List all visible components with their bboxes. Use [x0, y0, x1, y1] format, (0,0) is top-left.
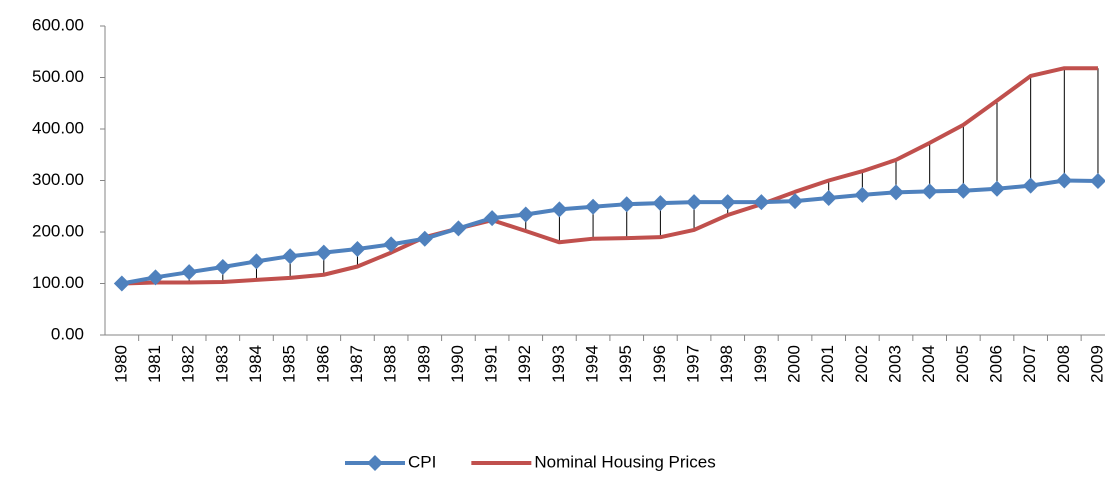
x-tick-label: 2007: [1020, 345, 1039, 383]
point-marker: [820, 190, 837, 207]
point-marker: [551, 201, 568, 218]
point-marker: [517, 206, 534, 223]
point-marker: [1022, 177, 1039, 194]
x-tick-label: 1996: [650, 345, 669, 383]
point-marker: [383, 236, 400, 253]
x-tick-label: 1981: [145, 345, 164, 383]
x-tick-label: 2001: [818, 345, 837, 383]
point-marker: [349, 240, 366, 257]
series-line: [121, 66, 1098, 286]
x-tick-label: 1998: [717, 345, 736, 383]
x-tick-label: 1984: [246, 345, 265, 383]
x-tick-label: 1986: [313, 345, 332, 383]
point-marker: [1089, 173, 1105, 190]
x-tick-label: 2004: [919, 345, 938, 383]
point-marker: [315, 244, 332, 261]
y-tick-label: 0.00: [51, 324, 84, 343]
y-tick-label: 600.00: [32, 15, 84, 34]
y-tick-label: 500.00: [32, 67, 84, 86]
x-tick-label: 2005: [953, 345, 972, 383]
x-tick-label: 1991: [482, 345, 501, 383]
x-tick-label: 1992: [515, 345, 534, 383]
point-marker: [988, 180, 1005, 197]
x-tick-label: 2002: [852, 345, 871, 383]
point-marker: [955, 182, 972, 199]
legend-marker: [367, 455, 383, 471]
y-tick-label: 300.00: [32, 170, 84, 189]
point-marker: [888, 184, 905, 201]
x-tick-label: 1982: [179, 345, 198, 383]
point-marker: [686, 194, 703, 211]
x-tick-label: 2003: [885, 345, 904, 383]
x-tick-label: 1983: [212, 345, 231, 383]
point-marker: [787, 193, 804, 210]
point-marker: [282, 248, 299, 265]
legend-label: CPI: [408, 452, 436, 471]
point-marker: [618, 196, 635, 213]
point-marker: [921, 183, 938, 200]
legend-label: Nominal Housing Prices: [534, 452, 715, 471]
y-tick-label: 400.00: [32, 118, 84, 137]
x-tick-label: 1990: [448, 345, 467, 383]
point-marker: [147, 269, 164, 286]
x-tick-label: 1985: [280, 345, 299, 383]
point-marker: [1056, 172, 1073, 189]
x-tick-label: 1989: [414, 345, 433, 383]
x-tick-label: 2009: [1087, 345, 1105, 383]
point-marker: [484, 210, 501, 227]
x-tick-label: 1993: [549, 345, 568, 383]
x-tick-label: 1994: [583, 345, 602, 383]
x-tick-label: 1999: [751, 345, 770, 383]
x-tick-label: 1988: [381, 345, 400, 383]
point-marker: [652, 195, 669, 212]
x-tick-label: 2006: [986, 345, 1005, 383]
point-marker: [753, 194, 770, 211]
x-tick-label: 1980: [111, 345, 130, 383]
y-tick-label: 200.00: [32, 221, 84, 240]
x-tick-label: 1997: [684, 345, 703, 383]
point-marker: [854, 186, 871, 203]
point-marker: [450, 220, 467, 237]
x-tick-label: 1987: [347, 345, 366, 383]
point-marker: [214, 259, 231, 276]
x-tick-label: 1995: [616, 345, 635, 383]
x-tick-label: 2000: [785, 345, 804, 383]
point-marker: [585, 198, 602, 215]
point-marker: [113, 275, 130, 292]
point-marker: [416, 230, 433, 247]
point-marker: [181, 264, 198, 281]
x-tick-label: 2008: [1054, 345, 1073, 383]
point-marker: [248, 253, 265, 270]
series-line: [121, 178, 1099, 286]
y-tick-label: 100.00: [32, 273, 84, 292]
point-marker: [719, 194, 736, 211]
